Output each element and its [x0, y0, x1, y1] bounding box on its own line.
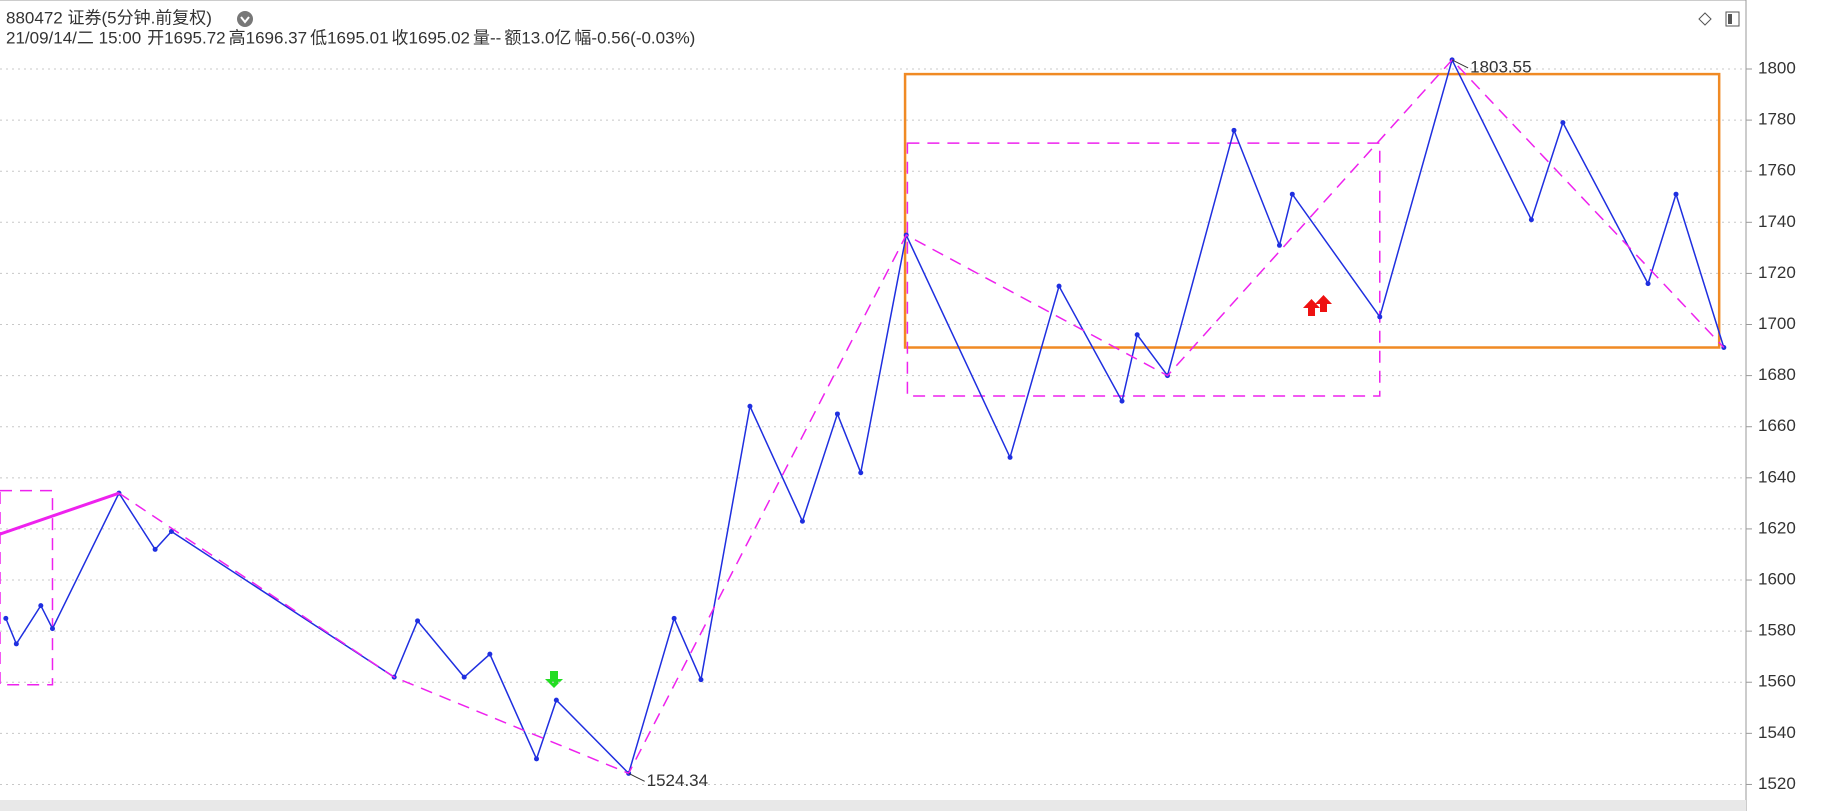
info-item: 额13.0亿 [504, 28, 571, 47]
y-tick-label: 1600 [1758, 570, 1796, 589]
pivot [1560, 120, 1566, 126]
y-tick-label: 1680 [1758, 365, 1796, 384]
pivot [1673, 191, 1679, 197]
y-tick-label: 1720 [1758, 263, 1796, 282]
status-strip [0, 800, 1746, 811]
y-tick-label: 1580 [1758, 621, 1796, 640]
pivot [858, 470, 864, 476]
pivot [1056, 283, 1062, 289]
info-item: 低1695.01 [310, 28, 388, 47]
y-tick-label: 1520 [1758, 774, 1796, 793]
y-tick-label: 1740 [1758, 212, 1796, 231]
y-tick-label: 1800 [1758, 58, 1796, 77]
diamond-icon[interactable] [1698, 12, 1712, 26]
y-tick-label: 1660 [1758, 416, 1796, 435]
up-arrow [1315, 295, 1332, 312]
annotation-leader [628, 772, 645, 782]
annotation: 1524.34 [647, 771, 708, 790]
pivot [1119, 398, 1125, 404]
y-tick-label: 1760 [1758, 161, 1796, 180]
box [903, 72, 1721, 349]
pivot [3, 615, 9, 621]
info-item: 开1695.72 [147, 28, 225, 47]
pivot [553, 697, 559, 703]
y-tick-label: 1560 [1758, 672, 1796, 691]
info-item: 收1695.02 [392, 28, 470, 47]
pivot [834, 411, 840, 417]
pivot [1645, 281, 1651, 287]
pivot [461, 674, 467, 680]
pivot [49, 626, 55, 632]
annotation-leader [1451, 59, 1469, 69]
info-item: 量-- [473, 28, 501, 47]
y-tick-label: 1540 [1758, 723, 1796, 742]
pivot [1377, 314, 1383, 320]
pivot [1276, 242, 1282, 248]
pivot [152, 546, 158, 552]
pivot [487, 651, 493, 657]
pivot [534, 756, 540, 762]
pivot [415, 618, 421, 624]
pivot [168, 528, 174, 534]
pivot [38, 603, 44, 609]
zigzag-line [0, 491, 120, 536]
y-tick-label: 1640 [1758, 467, 1796, 486]
pivot [671, 615, 677, 621]
box [0, 489, 54, 686]
panel-icon-fill [1728, 14, 1732, 24]
annotation: 1803.55 [1470, 57, 1531, 76]
menu-icon[interactable] [237, 11, 253, 27]
info-item: 21/09/14/二 15:00 [6, 28, 141, 47]
pivot [13, 641, 19, 647]
pivot [1231, 127, 1237, 133]
info-item: 幅-0.56(-0.03%) [574, 28, 695, 47]
zigzag-line [118, 58, 1725, 775]
box [906, 142, 1381, 397]
menu-arrow [240, 16, 250, 24]
pivot [747, 403, 753, 409]
y-tick-label: 1780 [1758, 110, 1796, 129]
pivot [799, 518, 805, 524]
pivot [1007, 454, 1013, 460]
y-tick-label: 1620 [1758, 518, 1796, 537]
info-line: 21/09/14/二 15:00 开1695.72 高1696.37 低1695.01… [6, 28, 695, 47]
up-arrow [1303, 299, 1320, 316]
pivot [1134, 332, 1140, 338]
y-tick-label: 1700 [1758, 314, 1796, 333]
pivot [1289, 191, 1295, 197]
info-item: 高1696.37 [229, 28, 307, 47]
pivot [1528, 217, 1534, 223]
pivot [698, 677, 704, 683]
down-arrow [545, 671, 563, 688]
chart-title: 880472 证券(5分钟.前复权) [6, 8, 212, 27]
zigzag-line [5, 57, 1725, 775]
panel-icon[interactable] [1725, 11, 1740, 27]
